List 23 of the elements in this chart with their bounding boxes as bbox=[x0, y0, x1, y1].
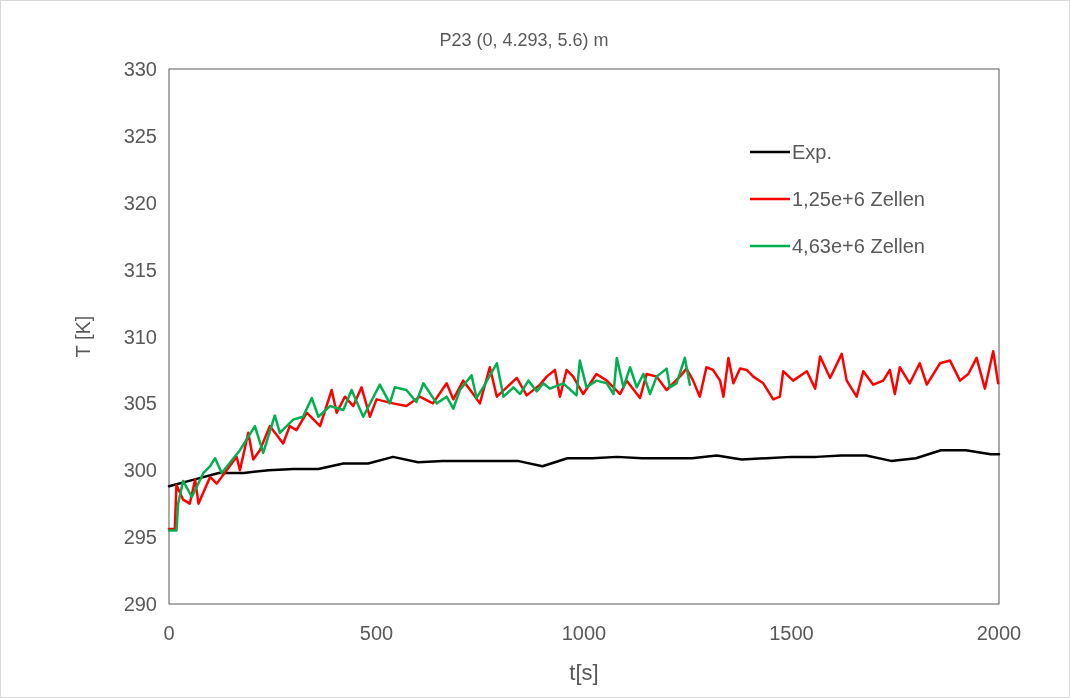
x-tick-label: 2000 bbox=[976, 622, 1022, 644]
legend-label: 4,63e+6 Zellen bbox=[792, 235, 925, 257]
legend-label: 1,25e+6 Zellen bbox=[792, 188, 925, 210]
line-series bbox=[167, 448, 1001, 488]
y-tick-label: 325 bbox=[123, 124, 157, 147]
y-tick-label: 305 bbox=[123, 392, 157, 415]
y-tick-label: 315 bbox=[123, 258, 157, 281]
y-tick-label: 320 bbox=[123, 191, 157, 214]
y-axis-title: T [K] bbox=[72, 315, 94, 358]
line-series bbox=[167, 349, 1000, 531]
line-series bbox=[167, 356, 692, 532]
y-tick-label: 330 bbox=[123, 58, 157, 80]
legend-label: Exp. bbox=[792, 141, 833, 163]
x-tick-label: 1000 bbox=[561, 622, 607, 644]
chart-title: P23 (0, 4.293, 5.6) m bbox=[439, 30, 609, 50]
y-tick-label: 295 bbox=[123, 526, 157, 549]
x-axis-title: t[s] bbox=[569, 660, 599, 685]
y-tick-label: 300 bbox=[123, 459, 157, 482]
x-tick-label: 1500 bbox=[769, 622, 814, 644]
y-tick-label: 290 bbox=[123, 593, 157, 615]
x-tick-label: 0 bbox=[163, 622, 175, 644]
y-tick-label: 310 bbox=[123, 325, 157, 348]
x-tick-label: 500 bbox=[359, 622, 394, 644]
